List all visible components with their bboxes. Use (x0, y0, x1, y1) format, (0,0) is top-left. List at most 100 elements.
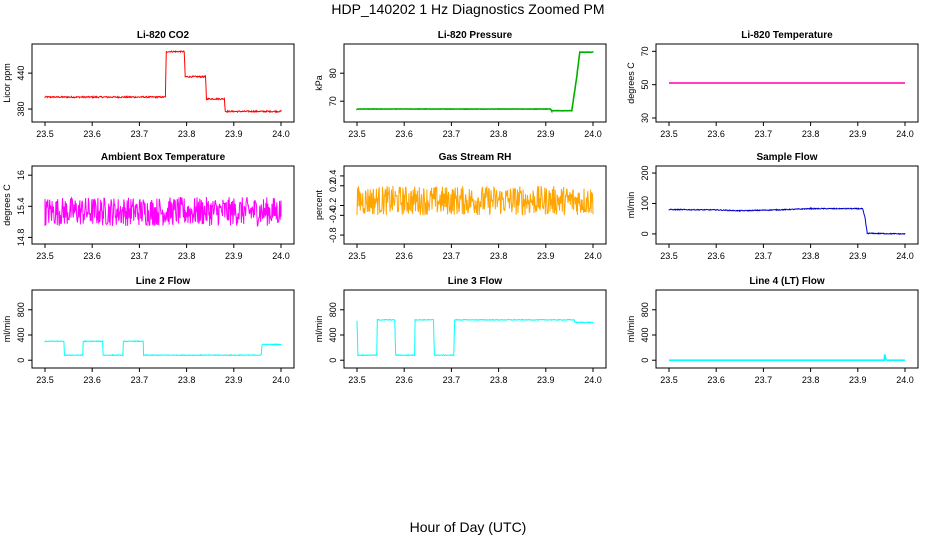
x-tick-label: 23.9 (537, 251, 555, 261)
x-tick-label: 23.9 (849, 129, 867, 139)
y-axis-label: degrees C (626, 62, 636, 104)
y-axis-label: ml/min (626, 192, 636, 219)
x-tick-label: 23.8 (490, 375, 508, 385)
chart-panel: Ambient Box Temperature degrees C 23.5 23.6… (2, 152, 295, 261)
x-tick-label: 23.7 (131, 251, 149, 261)
x-tick-label: 23.8 (490, 251, 508, 261)
x-tick-label: 23.6 (395, 251, 413, 261)
chart-panel: Sample Flow ml/min 23.5 23.6 23.7 23.8 23.9 24.… (626, 152, 919, 261)
y-tick-label: 70 (328, 96, 338, 106)
y-axis-label: ml/min (2, 316, 12, 343)
y-tick-label: 0 (328, 358, 338, 363)
chart-panel: Li-820 Pressure kPa 23.5 23.6 23.7 23.8 23.9 24… (314, 30, 607, 139)
y-axis-label: kPa (314, 75, 324, 91)
x-tick-label: 23.5 (348, 375, 366, 385)
plot-frame (31, 43, 295, 123)
data-series-line (44, 196, 282, 227)
y-tick-label: 14.8 (16, 229, 26, 247)
panel-title: Line 2 Flow (136, 276, 191, 287)
x-tick-label: 23.6 (83, 375, 101, 385)
y-tick-label: 400 (16, 327, 26, 342)
x-tick-label: 23.6 (83, 251, 101, 261)
x-tick-label: 24.0 (584, 375, 602, 385)
chart-panel: Line 3 Flow ml/min 23.5 23.6 23.7 23.8 23.9 24.… (314, 276, 607, 385)
x-tick-label: 23.9 (849, 375, 867, 385)
y-tick-label: 0 (640, 231, 650, 236)
y-tick-label: 0.2 (328, 180, 338, 193)
y-tick-label: 15.4 (16, 198, 26, 216)
x-tick-label: 24.0 (896, 375, 914, 385)
y-axis-label: ml/min (626, 316, 636, 343)
x-tick-label: 23.6 (395, 375, 413, 385)
x-tick-label: 23.9 (225, 129, 243, 139)
x-tick-label: 23.6 (395, 129, 413, 139)
x-tick-label: 23.9 (849, 251, 867, 261)
x-tick-label: 23.7 (443, 129, 461, 139)
x-tick-label: 23.7 (755, 129, 773, 139)
y-tick-label: 380 (16, 102, 26, 117)
x-tick-label: 23.5 (36, 375, 54, 385)
panel-title: Sample Flow (756, 152, 817, 163)
x-tick-label: 23.5 (36, 251, 54, 261)
x-tick-label: 23.6 (707, 375, 725, 385)
x-tick-label: 23.7 (443, 375, 461, 385)
y-tick-label: -0.8 (328, 227, 338, 243)
x-tick-label: 23.5 (348, 251, 366, 261)
data-series-line (669, 354, 905, 362)
plot-frame (31, 289, 295, 369)
x-tick-label: 23.8 (178, 251, 196, 261)
y-tick-label: 100 (640, 196, 650, 211)
panel-title: Ambient Box Temperature (101, 152, 226, 163)
x-tick-label: 23.7 (443, 251, 461, 261)
x-tick-label: 23.7 (131, 375, 149, 385)
data-series-line (668, 206, 906, 236)
chart-panel: Gas Stream RH percent 23.5 23.6 23.7 23.8 23.9… (314, 152, 607, 261)
y-tick-label: -0.4 (328, 208, 338, 224)
main-title: HDP_140202 1 Hz Diagnostics Zoomed PM (331, 1, 605, 17)
x-tick-label: 24.0 (272, 375, 290, 385)
panel-title: Line 4 (LT) Flow (749, 276, 825, 287)
plot-frame (655, 43, 919, 123)
panel-title: Li-820 CO2 (137, 30, 190, 41)
data-series-line (356, 318, 594, 357)
x-tick-label: 23.8 (802, 251, 820, 261)
x-tick-label: 24.0 (896, 129, 914, 139)
data-series-line (356, 51, 594, 114)
x-tick-label: 23.9 (537, 375, 555, 385)
y-tick-label: 0.4 (328, 170, 338, 183)
y-tick-label: 0 (640, 358, 650, 363)
chart-panel: Li-820 CO2 Licor ppm 23.5 23.6 23.7 23.8 23.9 2… (2, 30, 295, 139)
chart-panel: Line 2 Flow ml/min 23.5 23.6 23.7 23.8 23.9 24.… (2, 276, 295, 385)
x-tick-label: 23.5 (36, 129, 54, 139)
y-tick-label: 440 (16, 66, 26, 81)
y-axis-label: ml/min (314, 316, 324, 343)
x-tick-label: 23.8 (178, 375, 196, 385)
y-tick-label: 16 (16, 170, 26, 180)
chart-panel: Line 4 (LT) Flow ml/min 23.5 23.6 23.7 23.8 23… (626, 276, 919, 385)
y-tick-label: 0 (16, 358, 26, 363)
x-tick-label: 23.9 (225, 251, 243, 261)
x-tick-label: 24.0 (896, 251, 914, 261)
y-axis-label: percent (314, 189, 324, 220)
x-tick-label: 23.9 (225, 375, 243, 385)
plot-frame (31, 165, 295, 245)
y-tick-label: 30 (640, 113, 650, 123)
x-tick-label: 23.6 (83, 129, 101, 139)
data-series-line (44, 340, 282, 357)
panel-title: Li-820 Pressure (438, 30, 513, 41)
x-tick-label: 24.0 (272, 129, 290, 139)
panel-title: Line 3 Flow (448, 276, 503, 287)
x-tick-label: 23.7 (755, 251, 773, 261)
panel-title: Gas Stream RH (439, 152, 512, 163)
y-tick-label: 70 (640, 46, 650, 56)
y-tick-label: 80 (328, 68, 338, 78)
x-tick-label: 23.6 (707, 251, 725, 261)
plot-frame (343, 289, 607, 369)
chart-panel: Li-820 Temperature degrees C 23.5 23.6 23.7 2… (626, 30, 919, 139)
x-tick-label: 23.6 (707, 129, 725, 139)
x-tick-label: 23.7 (755, 375, 773, 385)
x-tick-label: 23.8 (802, 375, 820, 385)
y-tick-label: 400 (328, 327, 338, 342)
x-tick-label: 23.5 (660, 129, 678, 139)
panel-title: Li-820 Temperature (741, 30, 833, 41)
